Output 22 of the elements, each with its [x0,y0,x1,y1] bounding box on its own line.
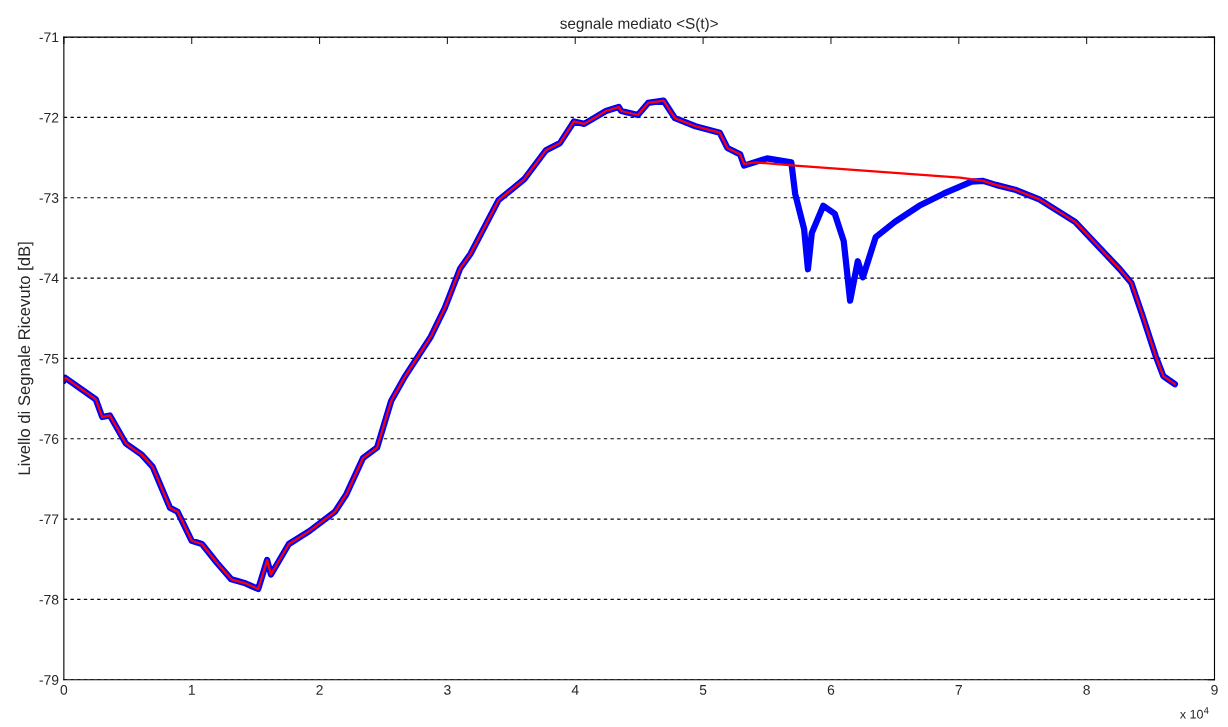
chart-title: segnale mediato <S(t)> [560,17,718,32]
y-tick-label: -75 [39,353,59,364]
x-tick-label: 7 [955,685,962,695]
text: x 10$^{4}$ [1179,707,1209,719]
y-tick-label: -72 [39,112,59,123]
x-tick-label: 1 [188,685,195,695]
x-tick-label: 9 [1211,684,1218,695]
y-tick-label: -78 [39,594,59,605]
y-axis-title: Livello di Segnale Ricevuto [dB] [17,242,34,475]
x-tick-label: 0 [60,684,68,695]
y-tick-label: -79 [39,675,59,685]
x-tick-label: 6 [827,684,835,695]
x-tick-label: 2 [316,684,323,695]
x-tick-label: 5 [699,685,707,695]
y-tick-label: -76 [39,434,59,444]
y-tick-label: -71 [39,32,59,43]
y-tick-label: -77 [39,514,59,525]
y-tick-label: -74 [39,273,59,284]
x-tick-label: 4 [571,685,579,695]
y-tick-label: -73 [39,193,59,203]
x-tick-label: 3 [444,684,451,695]
x-tick-label: 8 [1083,684,1090,695]
